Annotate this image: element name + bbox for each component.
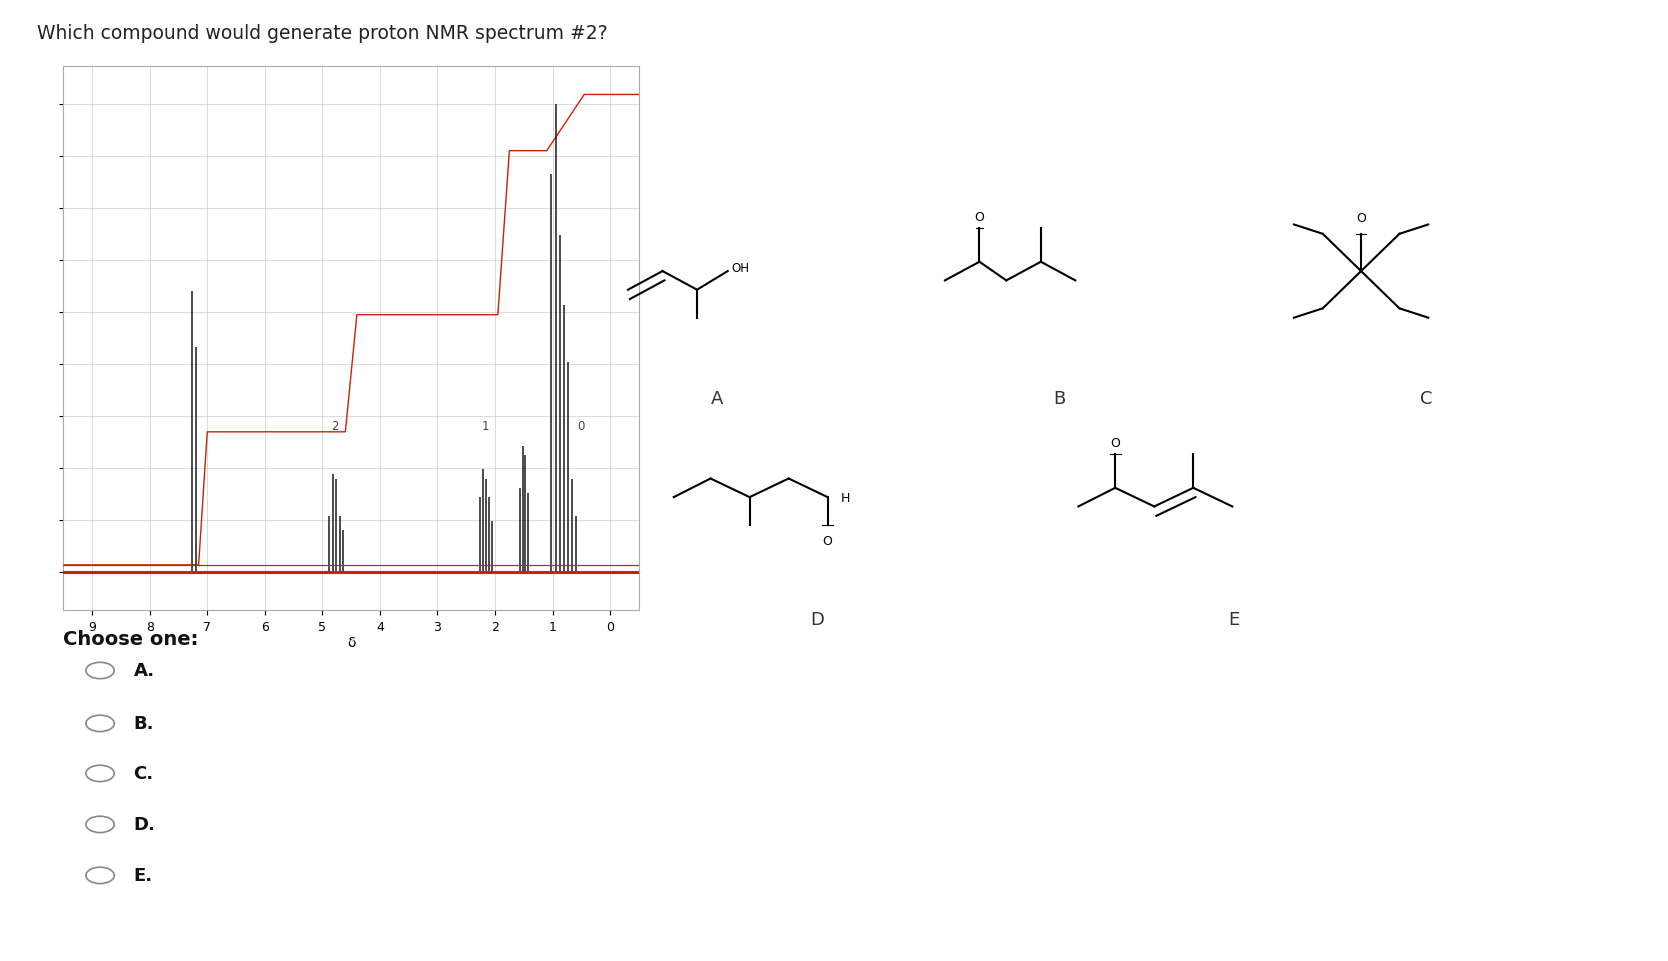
Text: O: O <box>1111 436 1121 449</box>
Text: 2: 2 <box>332 419 339 432</box>
Text: B: B <box>1053 389 1066 407</box>
Text: D.: D. <box>133 816 155 833</box>
Text: 1: 1 <box>482 419 489 432</box>
Text: H: H <box>841 491 851 505</box>
Text: D: D <box>811 610 824 628</box>
Text: A: A <box>711 389 724 407</box>
Text: A.: A. <box>133 662 155 679</box>
Text: O: O <box>822 535 832 548</box>
Text: O: O <box>1356 212 1366 225</box>
Text: OH: OH <box>732 261 749 275</box>
Text: 0: 0 <box>577 419 585 432</box>
Text: Which compound would generate proton NMR spectrum #2?: Which compound would generate proton NMR… <box>37 24 607 43</box>
X-axis label: δ: δ <box>347 636 355 650</box>
Text: C.: C. <box>133 765 153 782</box>
Text: E.: E. <box>133 867 152 884</box>
Text: Choose one:: Choose one: <box>63 629 198 649</box>
Text: O: O <box>974 210 984 223</box>
Text: C: C <box>1419 389 1433 407</box>
Text: B.: B. <box>133 715 153 732</box>
Text: E: E <box>1229 610 1239 628</box>
